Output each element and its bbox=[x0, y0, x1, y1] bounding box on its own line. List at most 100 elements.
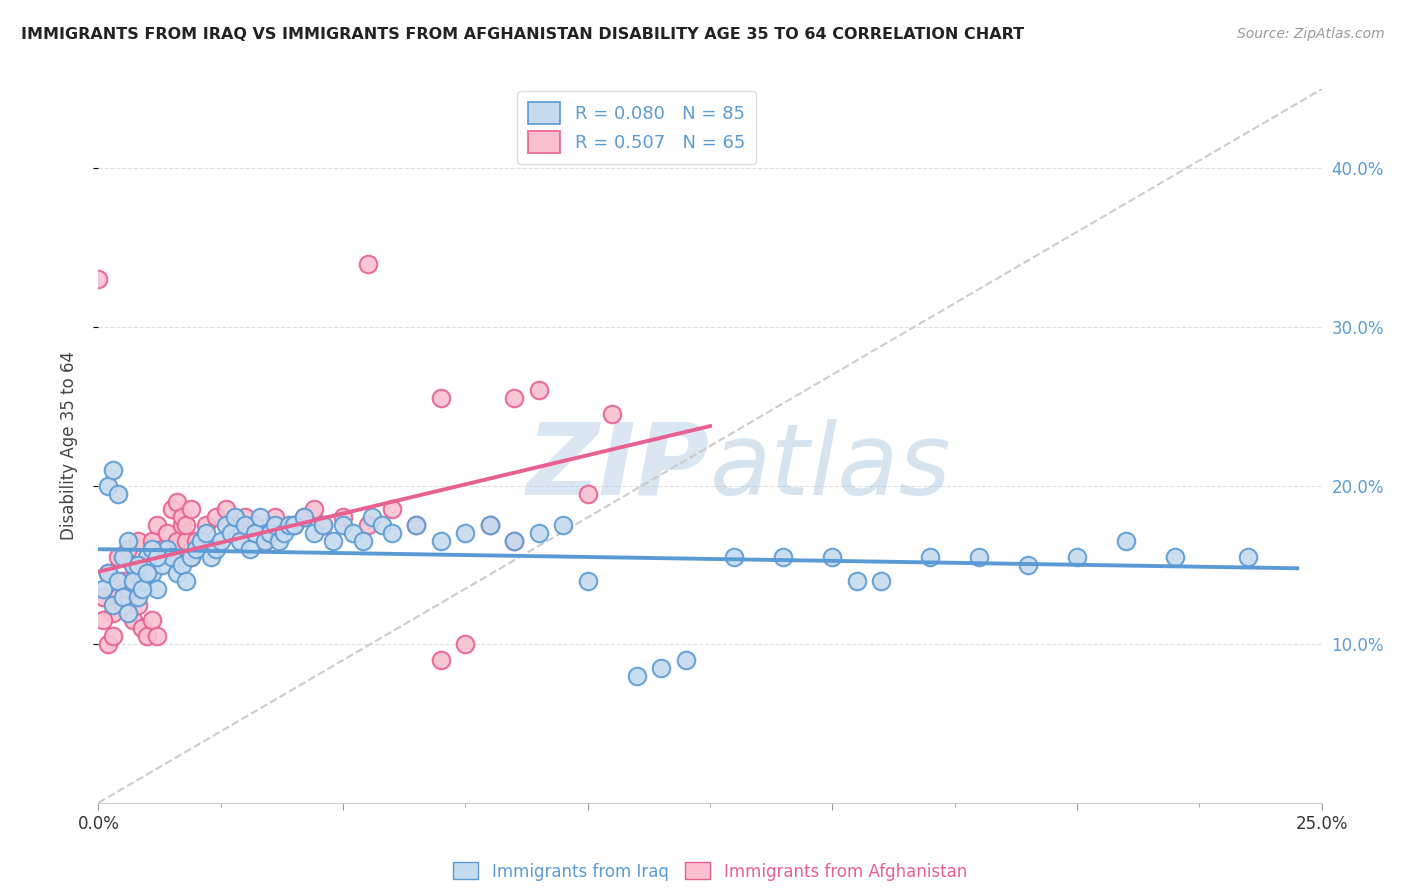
Point bbox=[97, 478, 120, 492]
Point bbox=[170, 558, 193, 572]
Point bbox=[146, 518, 169, 533]
Point bbox=[312, 518, 335, 533]
Point bbox=[91, 614, 114, 628]
Point bbox=[381, 502, 404, 516]
Text: atlas: atlas bbox=[710, 419, 952, 516]
Point bbox=[127, 590, 149, 604]
Point bbox=[150, 558, 173, 572]
Point bbox=[180, 502, 202, 516]
Point bbox=[121, 574, 143, 588]
Point bbox=[111, 574, 134, 588]
Point bbox=[146, 582, 169, 596]
Point bbox=[576, 574, 599, 588]
Point bbox=[259, 526, 281, 541]
Point bbox=[371, 518, 394, 533]
Point bbox=[117, 534, 139, 549]
Point bbox=[111, 598, 134, 612]
Text: ZIP: ZIP bbox=[527, 419, 710, 516]
Point bbox=[576, 486, 599, 500]
Point bbox=[870, 574, 893, 588]
Point bbox=[263, 518, 285, 533]
Point bbox=[180, 549, 202, 564]
Point bbox=[239, 542, 262, 557]
Point bbox=[600, 407, 623, 421]
Point bbox=[200, 549, 222, 564]
Point bbox=[1237, 549, 1260, 564]
Point bbox=[136, 629, 159, 643]
Point bbox=[845, 574, 868, 588]
Point bbox=[121, 614, 143, 628]
Point bbox=[312, 518, 335, 533]
Point bbox=[249, 510, 271, 524]
Point bbox=[91, 590, 114, 604]
Point bbox=[160, 549, 183, 564]
Point bbox=[527, 384, 550, 398]
Point bbox=[332, 510, 354, 524]
Point bbox=[141, 534, 163, 549]
Point bbox=[1066, 549, 1088, 564]
Point bbox=[136, 549, 159, 564]
Point bbox=[160, 502, 183, 516]
Point bbox=[205, 542, 228, 557]
Point bbox=[141, 542, 163, 557]
Point bbox=[166, 566, 188, 580]
Point bbox=[356, 518, 378, 533]
Point bbox=[342, 526, 364, 541]
Point bbox=[190, 534, 212, 549]
Point bbox=[224, 510, 246, 524]
Point bbox=[243, 518, 266, 533]
Point bbox=[454, 526, 477, 541]
Point bbox=[107, 549, 129, 564]
Point bbox=[101, 463, 124, 477]
Point bbox=[243, 526, 266, 541]
Point bbox=[136, 549, 159, 564]
Point bbox=[205, 510, 228, 524]
Point bbox=[176, 574, 198, 588]
Point bbox=[160, 549, 183, 564]
Point bbox=[111, 549, 134, 564]
Point bbox=[356, 257, 378, 271]
Point bbox=[141, 614, 163, 628]
Point bbox=[292, 510, 315, 524]
Point bbox=[253, 534, 276, 549]
Point bbox=[186, 534, 208, 549]
Point bbox=[503, 392, 526, 406]
Point bbox=[626, 669, 648, 683]
Point bbox=[920, 549, 942, 564]
Point bbox=[195, 526, 218, 541]
Text: Source: ZipAtlas.com: Source: ZipAtlas.com bbox=[1237, 27, 1385, 41]
Point bbox=[107, 590, 129, 604]
Y-axis label: Disability Age 35 to 64: Disability Age 35 to 64 bbox=[59, 351, 77, 541]
Point bbox=[131, 574, 153, 588]
Point bbox=[430, 392, 453, 406]
Point bbox=[269, 534, 291, 549]
Point bbox=[176, 518, 198, 533]
Point bbox=[219, 526, 242, 541]
Point bbox=[176, 534, 198, 549]
Point bbox=[675, 653, 697, 667]
Point bbox=[1115, 534, 1137, 549]
Point bbox=[156, 542, 179, 557]
Point bbox=[967, 549, 990, 564]
Point bbox=[156, 526, 179, 541]
Point bbox=[332, 518, 354, 533]
Point bbox=[97, 566, 120, 580]
Point bbox=[454, 637, 477, 651]
Point bbox=[214, 502, 236, 516]
Point bbox=[117, 606, 139, 620]
Point bbox=[273, 526, 295, 541]
Point bbox=[166, 494, 188, 508]
Point bbox=[1164, 549, 1187, 564]
Point bbox=[430, 534, 453, 549]
Point bbox=[111, 590, 134, 604]
Point bbox=[302, 526, 325, 541]
Point bbox=[131, 621, 153, 635]
Point bbox=[97, 566, 120, 580]
Point bbox=[381, 526, 404, 541]
Point bbox=[166, 534, 188, 549]
Point bbox=[107, 574, 129, 588]
Point bbox=[131, 574, 153, 588]
Point bbox=[107, 486, 129, 500]
Point bbox=[322, 534, 344, 549]
Point bbox=[146, 549, 169, 564]
